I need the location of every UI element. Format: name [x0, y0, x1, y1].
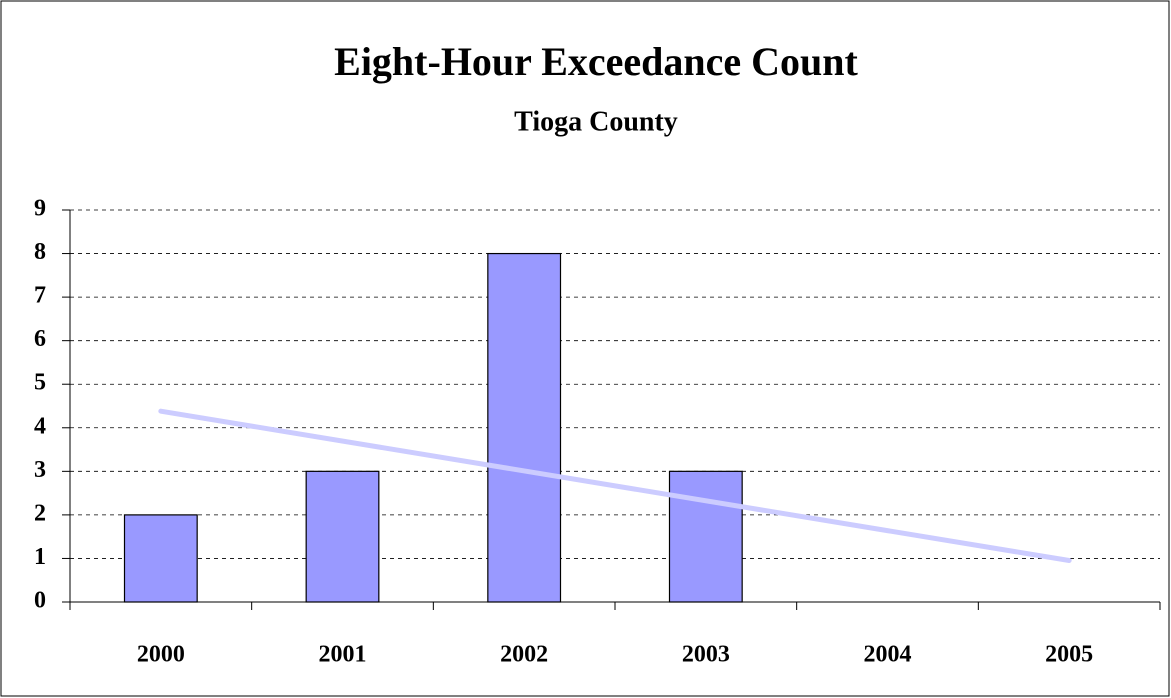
y-tick-label: 0 — [34, 588, 46, 614]
y-tick-label: 4 — [34, 413, 46, 439]
x-tick-label: 2001 — [319, 642, 367, 668]
trendline — [158, 408, 1072, 564]
x-tick-label: 2003 — [682, 642, 730, 668]
y-tick-label: 1 — [34, 544, 46, 570]
bar — [123, 514, 198, 603]
y-tick-label: 5 — [34, 370, 46, 396]
x-tick-label: 2002 — [500, 642, 548, 668]
y-tick-label: 6 — [34, 326, 46, 352]
x-tick-label: 2004 — [864, 642, 912, 668]
y-tick-label: 2 — [34, 500, 46, 526]
y-tick-label: 8 — [34, 239, 46, 265]
x-tick-label: 2005 — [1045, 642, 1093, 668]
bar — [305, 470, 380, 603]
x-tick-label: 2000 — [137, 642, 185, 668]
chart-title: Eight-Hour Exceedance Count — [334, 39, 858, 84]
y-tick-label: 3 — [34, 457, 46, 483]
y-tick-label: 9 — [34, 196, 46, 222]
y-tick-label: 7 — [34, 283, 46, 309]
bar — [668, 470, 743, 603]
chart-subtitle: Tioga County — [514, 106, 678, 137]
bar — [487, 252, 562, 603]
